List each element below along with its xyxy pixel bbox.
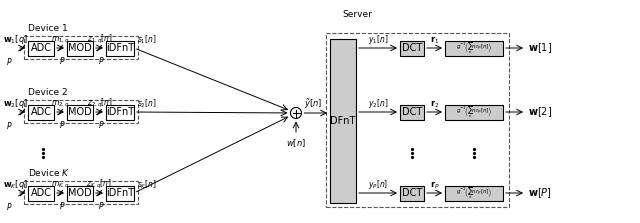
Text: Device 2: Device 2 xyxy=(28,88,68,97)
Text: MOD: MOD xyxy=(68,107,92,117)
Text: ADC: ADC xyxy=(31,107,51,117)
Text: Device $K$: Device $K$ xyxy=(28,167,70,178)
Bar xyxy=(400,41,424,56)
Bar xyxy=(28,105,54,120)
Bar xyxy=(106,105,134,120)
Text: iDFnT: iDFnT xyxy=(106,188,134,198)
Bar xyxy=(445,41,503,56)
Text: $\mathbf{r}_1$: $\mathbf{r}_1$ xyxy=(430,35,439,46)
Text: $\mathbf{w}[P]$: $\mathbf{w}[P]$ xyxy=(528,186,552,200)
Bar xyxy=(330,39,356,202)
Text: ADC: ADC xyxy=(31,43,51,53)
Text: $w[n]$: $w[n]$ xyxy=(286,137,306,149)
Text: $P$: $P$ xyxy=(98,200,105,211)
Bar xyxy=(326,33,509,206)
Bar xyxy=(400,105,424,120)
Text: iDFnT: iDFnT xyxy=(106,43,134,53)
Text: $m_{K,q}$: $m_{K,q}$ xyxy=(51,180,70,191)
Text: $z_{1,q}[n]$: $z_{1,q}[n]$ xyxy=(86,33,113,46)
Text: $\mathbf{r}_P$: $\mathbf{r}_P$ xyxy=(429,180,440,191)
Text: iDFnT: iDFnT xyxy=(106,107,134,117)
Text: DCT: DCT xyxy=(402,188,422,198)
Bar xyxy=(24,180,138,204)
Text: MOD: MOD xyxy=(68,43,92,53)
Text: $g^{-1}\!\left(\sum_n\!nr_p[n]\right)$: $g^{-1}\!\left(\sum_n\!nr_p[n]\right)$ xyxy=(456,186,492,200)
Bar xyxy=(24,99,138,122)
Bar xyxy=(28,41,54,56)
Text: $s_2[n]$: $s_2[n]$ xyxy=(137,97,157,110)
Bar xyxy=(106,41,134,56)
Text: $y_2[n]$: $y_2[n]$ xyxy=(368,97,388,110)
Text: DCT: DCT xyxy=(402,43,422,53)
Text: $P$: $P$ xyxy=(6,201,12,212)
Text: Device 1: Device 1 xyxy=(28,24,68,33)
Text: $z_{K,q}[n]$: $z_{K,q}[n]$ xyxy=(86,178,113,191)
Text: ADC: ADC xyxy=(31,188,51,198)
Text: $m_{1,q}$: $m_{1,q}$ xyxy=(51,35,70,46)
Text: MOD: MOD xyxy=(68,188,92,198)
Text: $\tilde{y}[n]$: $\tilde{y}[n]$ xyxy=(303,97,322,111)
Text: $\mathbf{w}_K[q]$: $\mathbf{w}_K[q]$ xyxy=(3,178,28,191)
Text: $\mathbf{r}_2$: $\mathbf{r}_2$ xyxy=(430,99,439,110)
Text: $P$: $P$ xyxy=(6,120,12,131)
Bar xyxy=(24,35,138,58)
Text: $P$: $P$ xyxy=(60,55,66,66)
Text: $m_{2,q}$: $m_{2,q}$ xyxy=(51,99,70,110)
Text: $\mathbf{w}_2[q]$: $\mathbf{w}_2[q]$ xyxy=(3,97,28,110)
Bar xyxy=(67,105,93,120)
Bar xyxy=(400,186,424,200)
Bar xyxy=(445,105,503,120)
Text: $g^{-1}\!\left(\sum_n\!nr_p[n]\right)$: $g^{-1}\!\left(\sum_n\!nr_p[n]\right)$ xyxy=(456,104,492,120)
Bar xyxy=(445,186,503,200)
Text: $\mathbf{w}[2]$: $\mathbf{w}[2]$ xyxy=(528,105,552,119)
Text: $\mathbf{w}_1[q]$: $\mathbf{w}_1[q]$ xyxy=(3,33,28,46)
Bar xyxy=(106,186,134,200)
Text: $P$: $P$ xyxy=(60,119,66,130)
Text: $g^{-1}\!\left(\sum_n\!nr_p[n]\right)$: $g^{-1}\!\left(\sum_n\!nr_p[n]\right)$ xyxy=(456,40,492,56)
Text: $P$: $P$ xyxy=(98,55,105,66)
Bar xyxy=(67,186,93,200)
Text: $P$: $P$ xyxy=(60,200,66,211)
Bar xyxy=(28,186,54,200)
Text: $s_1[n]$: $s_1[n]$ xyxy=(137,33,157,46)
Text: $s_K[n]$: $s_K[n]$ xyxy=(137,178,157,191)
Text: DFnT: DFnT xyxy=(330,116,356,126)
Text: DCT: DCT xyxy=(402,107,422,117)
Text: $P$: $P$ xyxy=(6,56,12,67)
Text: $P$: $P$ xyxy=(98,119,105,130)
Text: $z_{2,q}[n]$: $z_{2,q}[n]$ xyxy=(86,97,113,110)
Bar xyxy=(67,41,93,56)
Text: $y_P[n]$: $y_P[n]$ xyxy=(368,178,388,191)
Text: $\mathbf{w}[1]$: $\mathbf{w}[1]$ xyxy=(528,41,552,55)
Text: Server: Server xyxy=(342,10,372,19)
Text: $y_1[n]$: $y_1[n]$ xyxy=(368,33,388,46)
Circle shape xyxy=(291,107,301,118)
